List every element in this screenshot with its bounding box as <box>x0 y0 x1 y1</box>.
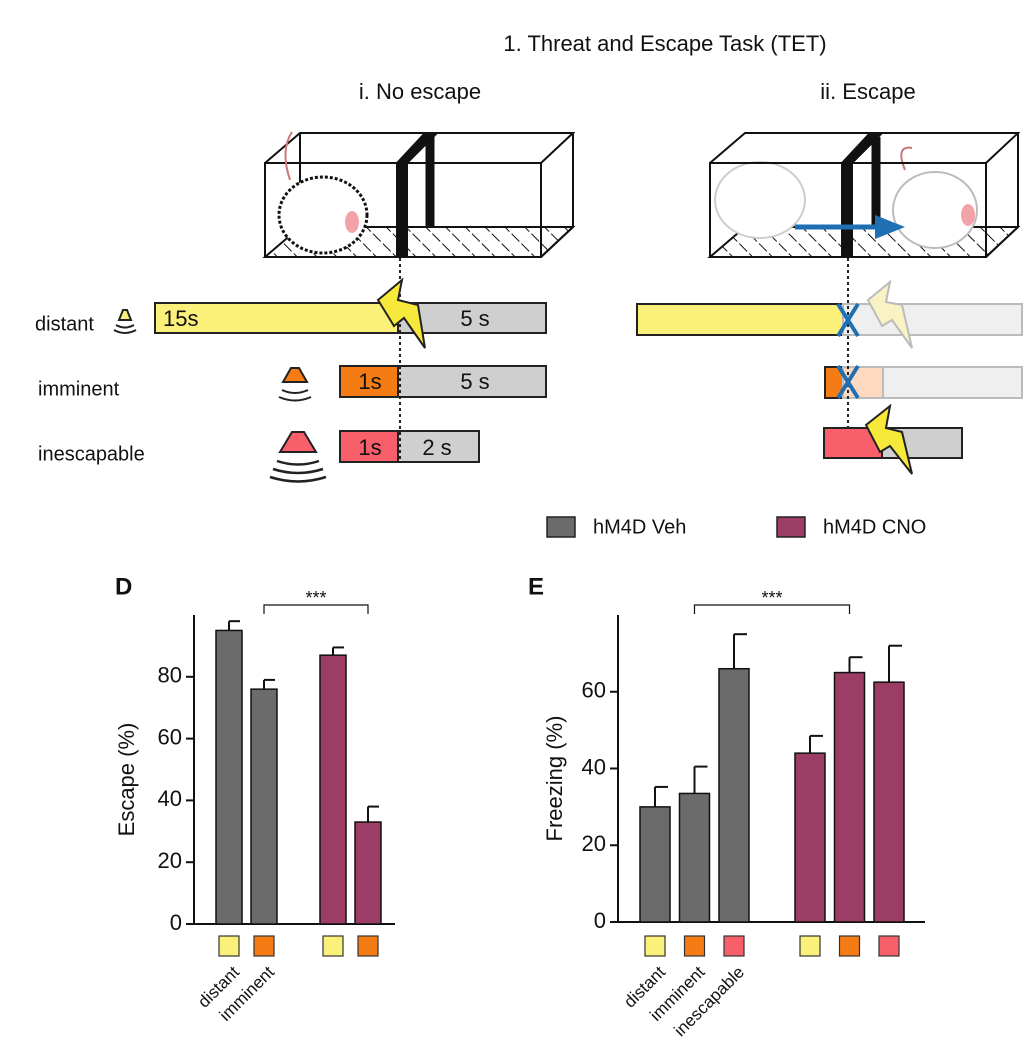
bar <box>718 667 750 923</box>
speakers <box>113 309 327 483</box>
panel-letter: D <box>115 573 132 600</box>
shock-bolt <box>376 277 426 349</box>
shock-bolt <box>864 403 913 475</box>
bar <box>354 821 382 925</box>
bar <box>678 792 711 923</box>
category-swatch <box>218 935 240 957</box>
timeline-left <box>154 258 547 463</box>
outcome-bar-faded <box>882 366 1023 399</box>
significance-bracket <box>693 604 851 614</box>
category-swatch <box>838 935 861 957</box>
panel-letter: E <box>528 573 544 600</box>
outcome-duration: 2 s <box>422 435 451 460</box>
escape-arrow-head <box>875 215 905 239</box>
y-tick-label: 20 <box>582 831 606 856</box>
mouse-faded <box>714 161 806 239</box>
mouse-tail <box>284 131 293 181</box>
speaker-waves <box>269 459 327 483</box>
divider <box>841 162 853 258</box>
significance-label: *** <box>305 588 326 608</box>
category-swatch <box>253 935 275 957</box>
cue-bar <box>636 303 844 336</box>
outcome-bar-faded <box>842 303 1023 336</box>
blocked-mark <box>836 302 860 400</box>
category-swatch <box>799 935 821 957</box>
speaker <box>281 367 309 383</box>
outcome-bar <box>397 365 547 398</box>
mouse-tail <box>900 146 913 171</box>
y-tick-label: 60 <box>158 724 182 749</box>
category-swatch <box>683 935 706 957</box>
category-swatch <box>357 935 379 957</box>
cue-duration: 15s <box>163 306 198 331</box>
bar <box>794 752 826 923</box>
mouse-ear <box>345 211 359 233</box>
figure-title: 1. Threat and Escape Task (TET) <box>503 31 826 56</box>
timeline-right <box>636 258 1023 475</box>
mouse-ear <box>961 204 975 226</box>
subtitle: ii. Escape <box>820 79 915 104</box>
mouse <box>277 175 369 255</box>
cue-duration: 1s <box>358 435 381 460</box>
cue-bar <box>339 365 399 398</box>
cage-right <box>707 132 1021 258</box>
row-label: distant <box>35 313 94 335</box>
bar <box>833 671 866 923</box>
y-axis-title: Escape (%) <box>114 723 139 837</box>
subtitle: i. No escape <box>359 79 481 104</box>
speaker <box>117 309 133 321</box>
y-tick-label: 40 <box>158 786 182 811</box>
y-tick-label: 60 <box>582 678 606 703</box>
category-swatch <box>644 935 666 957</box>
speaker-waves <box>278 389 312 402</box>
category-swatch <box>723 935 745 957</box>
category-swatch <box>322 935 344 957</box>
legend-label: hM4D Veh <box>593 516 686 538</box>
y-tick-label: 80 <box>158 663 182 688</box>
cue-duration: 1s <box>358 369 381 394</box>
y-tick-label: 20 <box>158 848 182 873</box>
y-tick-label: 0 <box>170 910 182 935</box>
outcome-duration: 5 s <box>460 369 489 394</box>
speaker-waves <box>113 324 137 334</box>
outcome-bar <box>397 430 480 463</box>
category-swatch <box>878 935 900 957</box>
bar <box>873 681 905 923</box>
bar <box>639 806 671 923</box>
speaker <box>278 431 318 453</box>
cue-bar <box>154 302 399 334</box>
cage-side <box>985 133 1019 258</box>
row-label: inescapable <box>38 443 145 465</box>
significance-label: *** <box>761 588 782 608</box>
legend-swatch <box>546 516 576 538</box>
bar <box>215 629 243 925</box>
y-tick-label: 0 <box>594 908 606 933</box>
divider <box>396 162 408 258</box>
y-axis-title: Freezing (%) <box>542 716 567 842</box>
mouse <box>892 171 978 249</box>
bar <box>319 654 347 925</box>
cage-side <box>540 133 574 258</box>
legend-label: hM4D CNO <box>823 516 926 538</box>
significance-bracket <box>263 604 369 614</box>
bar <box>250 688 278 925</box>
outcome-duration: 5 s <box>460 306 489 331</box>
y-tick-label: 40 <box>582 754 606 779</box>
cage-left <box>262 131 576 258</box>
legend-swatch <box>776 516 806 538</box>
shock-bolt-faded <box>866 279 913 349</box>
row-label: imminent <box>38 378 120 400</box>
